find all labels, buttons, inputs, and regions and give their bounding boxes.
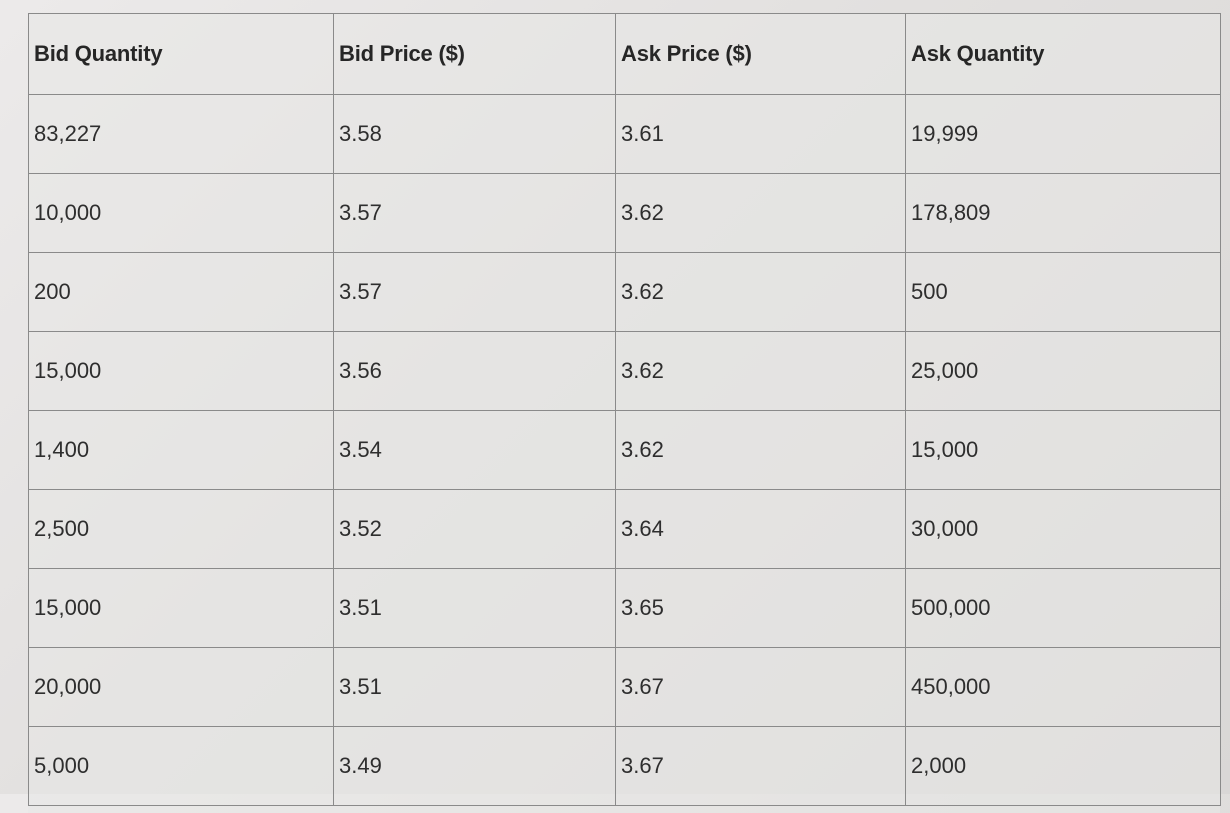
ask-price-cell: 3.67 bbox=[615, 647, 906, 727]
bid-price-cell: 3.54 bbox=[333, 410, 616, 490]
bid-price-cell: 3.52 bbox=[333, 489, 616, 569]
bid-quantity-cell: 83,227 bbox=[28, 94, 334, 174]
order-book-container: Bid Quantity Bid Price ($) Ask Price ($)… bbox=[28, 13, 1221, 813]
bid-price-cell: 3.56 bbox=[333, 331, 616, 411]
ask-price-cell: 3.65 bbox=[615, 568, 906, 648]
header-bid-quantity: Bid Quantity bbox=[28, 13, 334, 95]
header-ask-quantity: Ask Quantity bbox=[905, 13, 1221, 95]
bid-quantity-cell: 1,400 bbox=[28, 410, 334, 490]
ask-quantity-cell: 15,000 bbox=[905, 410, 1221, 490]
table-row: 15,000 3.56 3.62 25,000 bbox=[28, 331, 1221, 411]
bid-quantity-cell: 20,000 bbox=[28, 647, 334, 727]
bid-price-cell: 3.51 bbox=[333, 647, 616, 727]
table-row: 83,227 3.58 3.61 19,999 bbox=[28, 94, 1221, 174]
table-row: 1,400 3.54 3.62 15,000 bbox=[28, 410, 1221, 490]
ask-price-cell: 3.64 bbox=[615, 489, 906, 569]
ask-quantity-cell: 25,000 bbox=[905, 331, 1221, 411]
bid-quantity-cell: 15,000 bbox=[28, 568, 334, 648]
table-row: 200 3.57 3.62 500 bbox=[28, 252, 1221, 332]
header-row: Bid Quantity Bid Price ($) Ask Price ($)… bbox=[28, 13, 1221, 95]
bid-price-cell: 3.51 bbox=[333, 568, 616, 648]
table-row: 20,000 3.51 3.67 450,000 bbox=[28, 647, 1221, 727]
order-book-table: Bid Quantity Bid Price ($) Ask Price ($)… bbox=[28, 13, 1221, 806]
ask-price-cell: 3.62 bbox=[615, 173, 906, 253]
ask-quantity-cell: 500,000 bbox=[905, 568, 1221, 648]
ask-price-cell: 3.61 bbox=[615, 94, 906, 174]
ask-quantity-cell: 500 bbox=[905, 252, 1221, 332]
bid-price-cell: 3.58 bbox=[333, 94, 616, 174]
header-ask-price: Ask Price ($) bbox=[615, 13, 906, 95]
ask-quantity-cell: 19,999 bbox=[905, 94, 1221, 174]
table-row: 10,000 3.57 3.62 178,809 bbox=[28, 173, 1221, 253]
bid-quantity-cell: 2,500 bbox=[28, 489, 334, 569]
bid-quantity-cell: 5,000 bbox=[28, 726, 334, 806]
table-header: Bid Quantity Bid Price ($) Ask Price ($)… bbox=[28, 13, 1221, 95]
table-body: 83,227 3.58 3.61 19,999 10,000 3.57 3.62… bbox=[28, 94, 1221, 806]
ask-price-cell: 3.67 bbox=[615, 726, 906, 806]
bid-price-cell: 3.49 bbox=[333, 726, 616, 806]
bid-price-cell: 3.57 bbox=[333, 252, 616, 332]
ask-quantity-cell: 450,000 bbox=[905, 647, 1221, 727]
ask-price-cell: 3.62 bbox=[615, 252, 906, 332]
bid-quantity-cell: 15,000 bbox=[28, 331, 334, 411]
ask-quantity-cell: 30,000 bbox=[905, 489, 1221, 569]
ask-quantity-cell: 178,809 bbox=[905, 173, 1221, 253]
table-row: 2,500 3.52 3.64 30,000 bbox=[28, 489, 1221, 569]
ask-price-cell: 3.62 bbox=[615, 410, 906, 490]
bid-quantity-cell: 200 bbox=[28, 252, 334, 332]
bid-quantity-cell: 10,000 bbox=[28, 173, 334, 253]
header-bid-price: Bid Price ($) bbox=[333, 13, 616, 95]
ask-price-cell: 3.62 bbox=[615, 331, 906, 411]
table-row: 15,000 3.51 3.65 500,000 bbox=[28, 568, 1221, 648]
bid-price-cell: 3.57 bbox=[333, 173, 616, 253]
